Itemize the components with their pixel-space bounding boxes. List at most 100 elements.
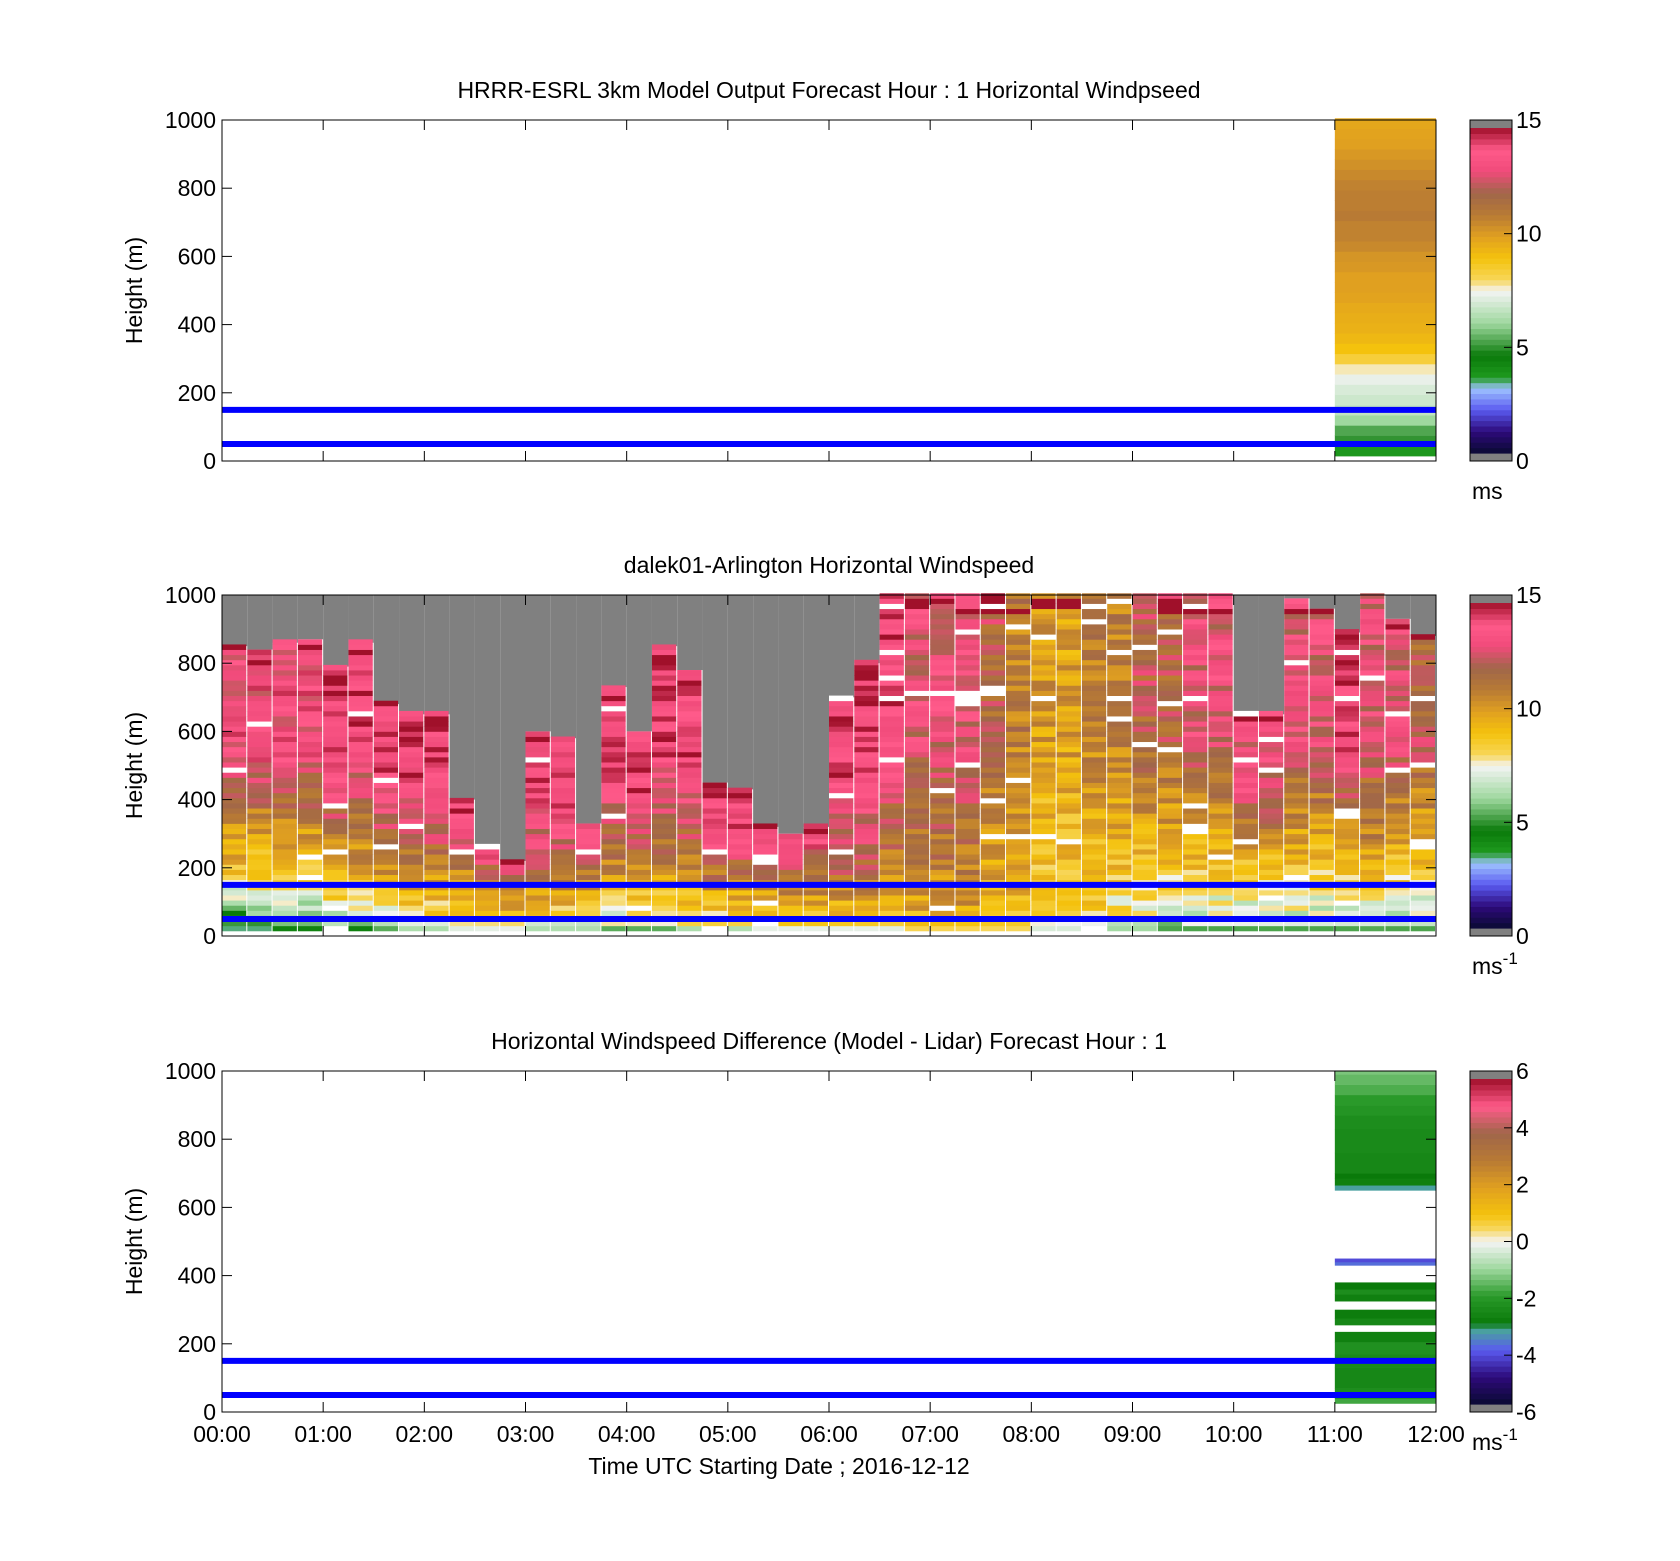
heatmap-cell xyxy=(373,716,399,722)
heatmap-cell xyxy=(955,869,980,876)
heatmap-cell xyxy=(1385,649,1410,656)
heatmap-cell xyxy=(702,787,727,794)
heatmap-cell xyxy=(955,797,980,804)
heatmap-cell xyxy=(1385,808,1410,814)
heatmap-cell xyxy=(1132,910,1157,916)
heatmap-cell xyxy=(399,751,424,758)
heatmap-cell xyxy=(930,869,955,876)
heatmap-cell xyxy=(1208,792,1233,799)
heatmap-cell xyxy=(222,680,247,686)
heatmap-cell xyxy=(272,595,298,643)
heatmap-cell xyxy=(1258,736,1284,743)
heatmap-cell xyxy=(904,905,930,911)
heatmap-cell xyxy=(272,664,297,671)
colorbar-segment xyxy=(1470,689,1512,696)
heatmap-cell xyxy=(829,920,854,927)
heatmap-cell xyxy=(930,726,955,732)
heatmap-cell xyxy=(1081,905,1107,911)
heatmap-cell xyxy=(1132,767,1157,773)
heatmap-cell xyxy=(829,772,854,778)
heatmap-cell xyxy=(1284,746,1309,753)
heatmap-cell xyxy=(1056,613,1081,620)
heatmap-cell xyxy=(297,803,323,809)
heatmap-cell xyxy=(1233,772,1258,778)
heatmap-cell xyxy=(297,895,323,901)
heatmap-cell xyxy=(1309,746,1334,753)
heatmap-cell xyxy=(1309,710,1334,717)
colorbar-tick-label: -4 xyxy=(1516,1342,1537,1368)
heatmap-cell xyxy=(525,746,550,753)
heatmap-cell xyxy=(1183,828,1208,835)
heatmap-cell xyxy=(399,813,424,819)
colorbar-segment xyxy=(1470,138,1512,145)
heatmap-cell xyxy=(1334,634,1360,640)
heatmap-cell xyxy=(1334,189,1436,201)
heatmap-cell xyxy=(677,705,702,712)
heatmap-cell xyxy=(601,889,626,896)
chart-title: HRRR-ESRL 3km Model Output Forecast Hour… xyxy=(457,77,1200,103)
heatmap-cell xyxy=(980,854,1006,860)
heatmap-cell xyxy=(778,889,803,896)
heatmap-cell xyxy=(576,833,601,840)
heatmap-cell xyxy=(1157,685,1183,691)
heatmap-cell xyxy=(297,675,323,681)
heatmap-cell xyxy=(373,838,399,845)
heatmap-cell xyxy=(854,680,879,686)
colorbar-segment xyxy=(1470,1290,1512,1297)
heatmap-cell xyxy=(1410,595,1436,636)
heatmap-cell xyxy=(626,910,651,916)
heatmap-cell xyxy=(980,593,1006,599)
heatmap-cell xyxy=(1107,700,1132,707)
heatmap-cell xyxy=(829,859,854,865)
heatmap-cell xyxy=(1284,925,1309,932)
heatmap-cell xyxy=(904,895,930,901)
heatmap-cell xyxy=(1132,838,1157,845)
heatmap-cell xyxy=(297,843,323,850)
heatmap-cell xyxy=(854,705,879,712)
heatmap-cell xyxy=(1056,731,1081,737)
heatmap-cell xyxy=(373,777,399,783)
heatmap-cell xyxy=(247,700,272,707)
heatmap-cell xyxy=(1157,634,1183,640)
heatmap-cell xyxy=(829,726,854,732)
heatmap-cell xyxy=(348,685,373,691)
heatmap-cell xyxy=(1157,593,1183,599)
heatmap-cell xyxy=(1258,808,1284,814)
heatmap-cell xyxy=(550,874,576,881)
heatmap-cell xyxy=(449,920,474,927)
heatmap-cell xyxy=(980,710,1006,717)
heatmap-cell xyxy=(1006,762,1031,768)
heatmap-cell xyxy=(1334,1261,1436,1266)
heatmap-cell xyxy=(930,670,955,676)
heatmap-cell xyxy=(1157,741,1183,748)
heatmap-cell xyxy=(1107,803,1132,809)
heatmap-cell xyxy=(854,700,879,707)
heatmap-cell xyxy=(272,787,297,794)
heatmap-cell xyxy=(373,710,399,717)
heatmap-cell xyxy=(1208,654,1233,661)
colorbar-segment xyxy=(1470,1274,1512,1281)
heatmap-cell xyxy=(1334,828,1360,835)
heatmap-cell xyxy=(222,756,247,763)
heatmap-cell xyxy=(272,782,297,789)
heatmap-cell xyxy=(980,808,1006,814)
heatmap-cell xyxy=(1233,792,1258,799)
heatmap-cell xyxy=(1385,854,1410,860)
colorbar-segment xyxy=(1470,1349,1512,1356)
colorbar-segment xyxy=(1470,442,1512,449)
heatmap-cell xyxy=(1284,654,1309,661)
heatmap-cell xyxy=(297,756,323,763)
heatmap-cell xyxy=(1309,741,1334,748)
heatmap-cell xyxy=(1081,803,1107,809)
heatmap-cell xyxy=(1233,813,1258,819)
heatmap-cell xyxy=(1183,736,1208,743)
heatmap-cell xyxy=(1056,598,1081,604)
heatmap-cell xyxy=(601,869,626,876)
heatmap-cell xyxy=(778,595,804,834)
heatmap-cell xyxy=(854,746,879,753)
heatmap-cell xyxy=(1056,767,1081,773)
heatmap-cell xyxy=(879,751,904,758)
heatmap-cell xyxy=(1309,634,1334,640)
heatmap-cell xyxy=(576,925,601,932)
heatmap-cell xyxy=(348,818,373,824)
